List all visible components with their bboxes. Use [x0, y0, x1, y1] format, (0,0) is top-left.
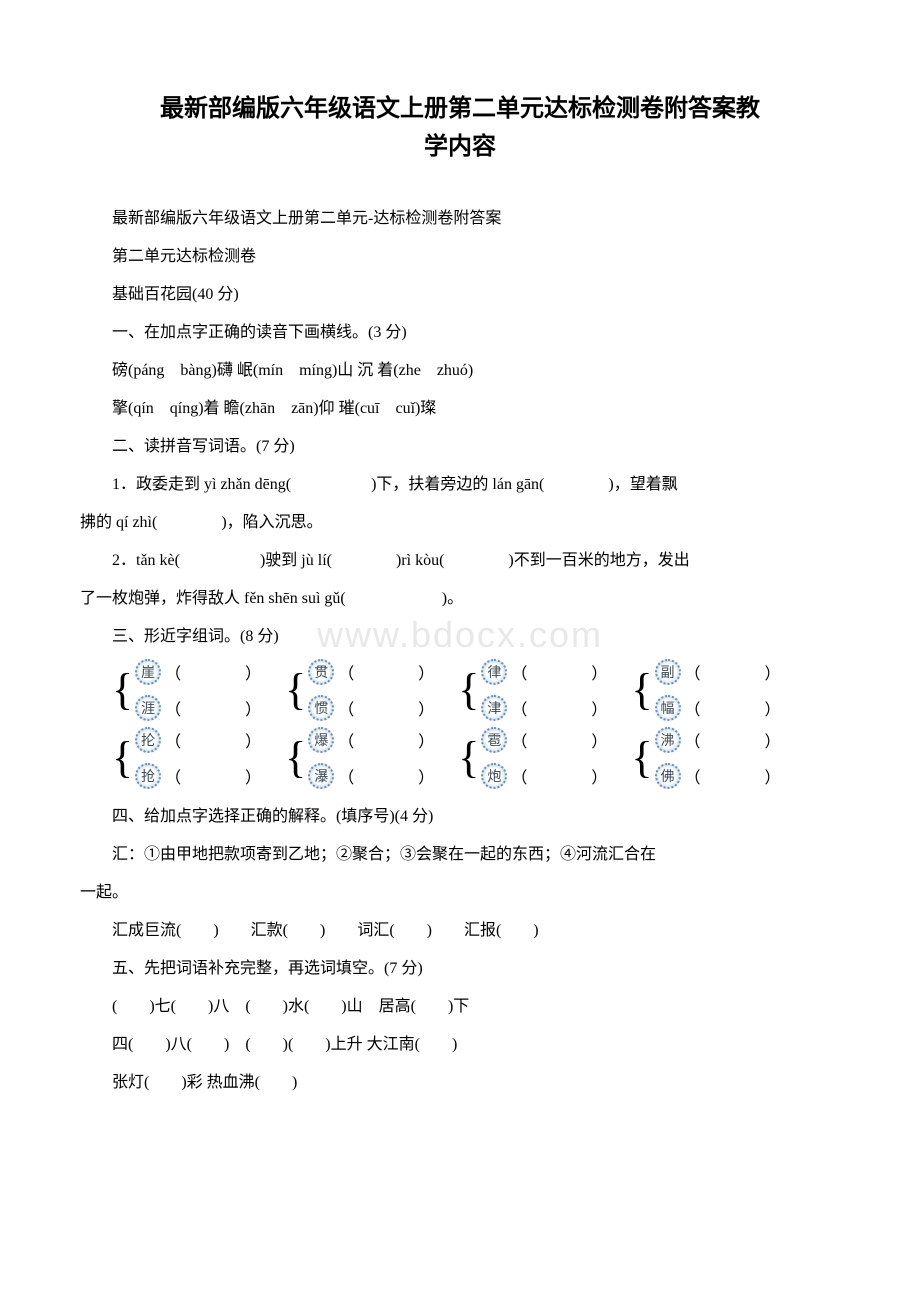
char-cell: 佛（ ）	[655, 763, 781, 789]
brace-icon: {	[631, 668, 652, 712]
char-cell: 抢（ ）	[135, 763, 261, 789]
blank-paren: （ ）	[165, 660, 261, 684]
paragraph: 擎(qín qíng)着 瞻(zhān zān)仰 璀(cuī cuǐ)璨	[80, 393, 840, 425]
char-pair-group: {贯（ ）惯（ ）	[285, 659, 434, 721]
title-line-2: 学内容	[424, 133, 496, 160]
blank-paren: （ ）	[338, 728, 434, 752]
char-cell: 惯（ ）	[308, 695, 434, 721]
blank-paren: （ ）	[511, 660, 607, 684]
char-pair-group: {爆（ ）瀑（ ）	[285, 727, 434, 789]
brace-icon: {	[112, 736, 133, 780]
paragraph: 三、形近字组词。(8 分)	[80, 621, 840, 653]
document-content: 最新部编版六年级语文上册第二单元达标检测卷附答案教 学内容 最新部编版六年级语文…	[80, 90, 840, 1099]
char-cell: 律（ ）	[481, 659, 607, 685]
char-badge: 炮	[481, 763, 507, 789]
char-pair: 雹（ ）炮（ ）	[481, 727, 607, 789]
brace-icon: {	[285, 668, 306, 712]
char-badge: 佛	[655, 763, 681, 789]
paragraph: 磅(páng bàng)礴 岷(mín míng)山 沉 着(zhe zhuó)	[80, 355, 840, 387]
char-badge: 惯	[308, 695, 334, 721]
char-cell: 副（ ）	[655, 659, 781, 685]
char-badge: 律	[481, 659, 507, 685]
char-pair-group: {雹（ ）炮（ ）	[458, 727, 607, 789]
brace-icon: {	[631, 736, 652, 780]
char-group-row-1: {崖（ ）涯（ ）{贯（ ）惯（ ）{律（ ）津（ ）{副（ ）幅（ ）	[112, 659, 840, 727]
char-badge: 崖	[135, 659, 161, 685]
blank-paren: （ ）	[338, 660, 434, 684]
char-group-row-2: {抡（ ）抢（ ）{爆（ ）瀑（ ）{雹（ ）炮（ ）{沸（ ）佛（ ）	[112, 727, 840, 795]
char-cell: 炮（ ）	[481, 763, 607, 789]
char-pair-group: {崖（ ）涯（ ）	[112, 659, 261, 721]
blank-paren: （ ）	[165, 696, 261, 720]
char-cell: 抡（ ）	[135, 727, 261, 753]
char-pair: 爆（ ）瀑（ ）	[308, 727, 434, 789]
blank-paren: （ ）	[165, 728, 261, 752]
document-title: 最新部编版六年级语文上册第二单元达标检测卷附答案教 学内容	[80, 90, 840, 167]
char-badge: 贯	[308, 659, 334, 685]
char-cell: 爆（ ）	[308, 727, 434, 753]
paragraph: 拂的 qí zhì( )，陷入沉思。	[80, 507, 840, 539]
paragraph: 了一枚炮弹，炸得敌人 fěn shēn suì gǔ( )。	[80, 583, 840, 615]
char-badge: 瀑	[308, 763, 334, 789]
blank-paren: （ ）	[338, 764, 434, 788]
char-pair-group: {律（ ）津（ ）	[458, 659, 607, 721]
brace-icon: {	[458, 668, 479, 712]
paragraph: 二、读拼音写词语。(7 分)	[80, 431, 840, 463]
blank-paren: （ ）	[511, 728, 607, 752]
blank-paren: （ ）	[685, 764, 781, 788]
char-pair: 贯（ ）惯（ ）	[308, 659, 434, 721]
blank-paren: （ ）	[511, 696, 607, 720]
paragraph: 汇成巨流( ) 汇款( ) 词汇( ) 汇报( )	[80, 915, 840, 947]
char-cell: 贯（ ）	[308, 659, 434, 685]
paragraph: 1．政委走到 yì zhǎn dēng( )下，扶着旁边的 lán gān( )…	[80, 469, 840, 501]
paragraph: 一、在加点字正确的读音下画横线。(3 分)	[80, 317, 840, 349]
brace-icon: {	[285, 736, 306, 780]
paragraph: 汇：①由甲地把款项寄到乙地；②聚合；③会聚在一起的东西；④河流汇合在	[80, 839, 840, 871]
blank-paren: （ ）	[511, 764, 607, 788]
char-badge: 爆	[308, 727, 334, 753]
char-cell: 幅（ ）	[655, 695, 781, 721]
paragraph: 基础百花园(40 分)	[80, 279, 840, 311]
char-cell: 涯（ ）	[135, 695, 261, 721]
paragraph: ( )七( )八 ( )水( )山 居高( )下	[80, 991, 840, 1023]
char-cell: 雹（ ）	[481, 727, 607, 753]
char-badge: 幅	[655, 695, 681, 721]
char-cell: 津（ ）	[481, 695, 607, 721]
char-pair: 崖（ ）涯（ ）	[135, 659, 261, 721]
blank-paren: （ ）	[685, 660, 781, 684]
paragraph: 四、给加点字选择正确的解释。(填序号)(4 分)	[80, 801, 840, 833]
paragraph: 最新部编版六年级语文上册第二单元-达标检测卷附答案	[80, 203, 840, 235]
char-badge: 涯	[135, 695, 161, 721]
char-pair-group: {沸（ ）佛（ ）	[631, 727, 780, 789]
char-badge: 抡	[135, 727, 161, 753]
blank-paren: （ ）	[165, 764, 261, 788]
paragraph: 第二单元达标检测卷	[80, 241, 840, 273]
char-pair: 副（ ）幅（ ）	[655, 659, 781, 721]
char-pair: 沸（ ）佛（ ）	[655, 727, 781, 789]
brace-icon: {	[112, 668, 133, 712]
blank-paren: （ ）	[338, 696, 434, 720]
char-badge: 副	[655, 659, 681, 685]
char-pair: 律（ ）津（ ）	[481, 659, 607, 721]
paragraph: 一起。	[80, 877, 840, 909]
char-badge: 沸	[655, 727, 681, 753]
paragraph: 四( )八( ) ( )( )上升 大江南( )	[80, 1029, 840, 1061]
char-cell: 崖（ ）	[135, 659, 261, 685]
blank-paren: （ ）	[685, 728, 781, 752]
char-cell: 沸（ ）	[655, 727, 781, 753]
paragraph: 张灯( )彩 热血沸( )	[80, 1067, 840, 1099]
char-badge: 津	[481, 695, 507, 721]
paragraph: 2．tǎn kè( )驶到 jù lí( )rì kòu( )不到一百米的地方，…	[80, 545, 840, 577]
char-pair-group: {抡（ ）抢（ ）	[112, 727, 261, 789]
char-cell: 瀑（ ）	[308, 763, 434, 789]
title-line-1: 最新部编版六年级语文上册第二单元达标检测卷附答案教	[160, 95, 760, 122]
char-badge: 雹	[481, 727, 507, 753]
char-pair: 抡（ ）抢（ ）	[135, 727, 261, 789]
char-pair-group: {副（ ）幅（ ）	[631, 659, 780, 721]
blank-paren: （ ）	[685, 696, 781, 720]
brace-icon: {	[458, 736, 479, 780]
char-badge: 抢	[135, 763, 161, 789]
paragraph: 五、先把词语补充完整，再选词填空。(7 分)	[80, 953, 840, 985]
